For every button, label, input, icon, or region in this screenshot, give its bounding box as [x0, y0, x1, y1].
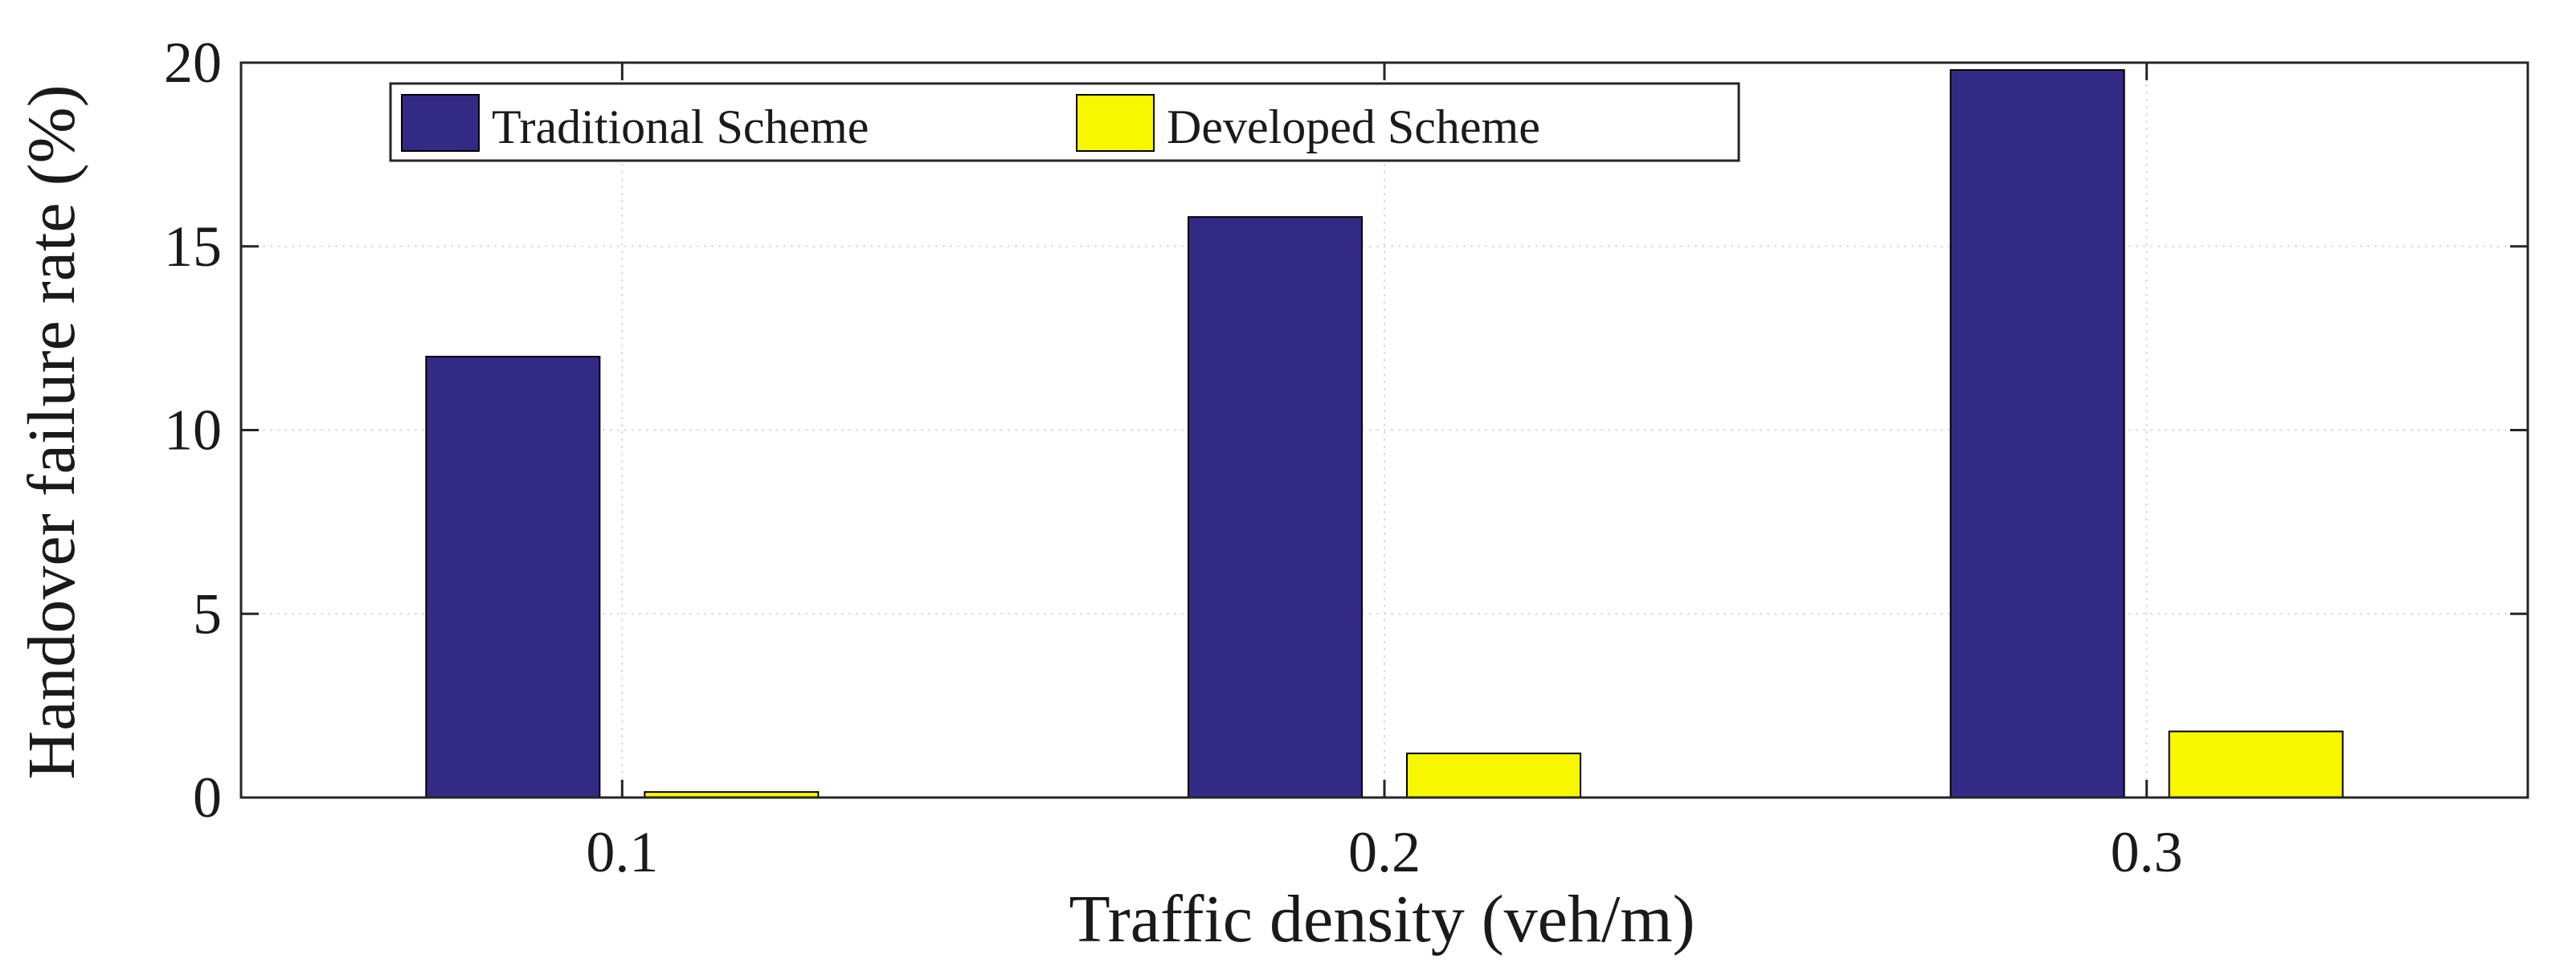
x-axis-label: Traffic density (veh/m)	[1069, 882, 1695, 957]
x-tick-label: 0.2	[1348, 820, 1421, 884]
y-tick-label: 10	[164, 398, 222, 463]
legend-label-traditional: Traditional Scheme	[492, 100, 869, 153]
legend-box	[389, 82, 1740, 162]
legend: Traditional Scheme Developed Scheme	[389, 82, 1740, 162]
y-tick-label: 20	[164, 31, 222, 95]
bar-developed-0.2	[1406, 753, 1581, 798]
bar-traditional-0.3	[1949, 69, 2125, 798]
y-tick-label: 15	[164, 214, 222, 279]
y-axis-label: Handover failure rate (%)	[14, 84, 89, 779]
bars	[425, 69, 2344, 799]
y-tick-label: 5	[193, 581, 222, 646]
x-tick-label: 0.1	[586, 820, 658, 884]
x-tick-label: 0.3	[2111, 820, 2183, 884]
legend-label-developed: Developed Scheme	[1167, 100, 1540, 153]
grid-lines	[241, 63, 2528, 798]
legend-swatch-traditional	[401, 94, 480, 152]
bar-developed-0.3	[2168, 730, 2344, 799]
bar-traditional-0.1	[425, 356, 601, 798]
legend-swatch-developed	[1076, 94, 1155, 152]
bar-traditional-0.2	[1188, 216, 1363, 798]
y-tick-label: 0	[193, 765, 222, 830]
axis-ticks: 0 5 10 15 20 0.1 0.2 0.3	[164, 31, 2528, 884]
